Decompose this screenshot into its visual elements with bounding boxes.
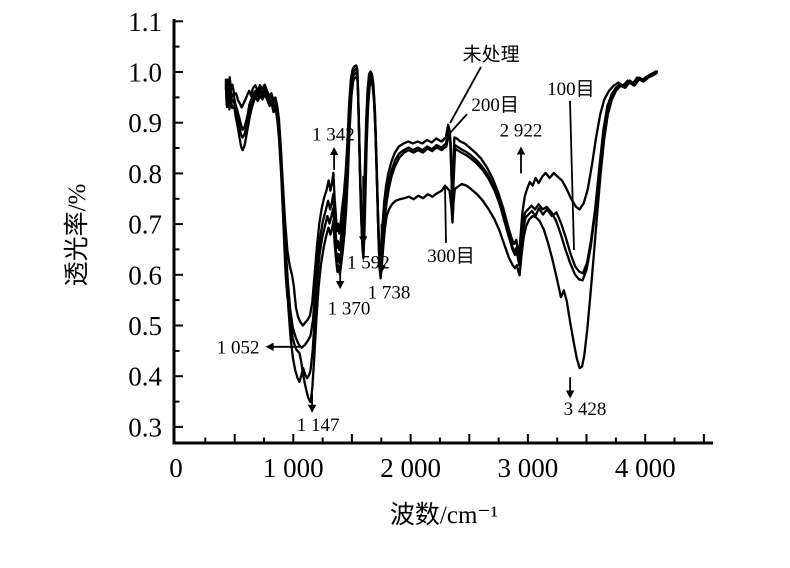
x-tick-label: 0: [169, 453, 183, 483]
annotation-1342-label: 1 342: [312, 124, 355, 145]
series-mesh-300: [224, 70, 658, 404]
x-tick-label: 3 000: [498, 453, 559, 483]
annotation-1052-label: 1 052: [217, 337, 260, 358]
annotation-1147-label: 1 147: [297, 415, 340, 436]
series-label-untreated: 未处理: [463, 44, 520, 66]
annotation-1738-arrowhead: [377, 265, 386, 274]
series-label-leader-untreated: [449, 66, 482, 124]
y-tick-label: 0.3: [128, 412, 162, 442]
annotation-2922-arrowhead: [516, 146, 526, 155]
y-tick-label: 0.5: [128, 311, 162, 341]
series-mesh-100: [224, 70, 658, 383]
annotation-3428-arrowhead: [565, 390, 575, 399]
y-tick-label: 0.4: [128, 362, 162, 392]
y-tick-label: 1.0: [128, 58, 162, 88]
annotation-3428-label: 3 428: [564, 399, 607, 420]
y-tick-label: 0.6: [128, 260, 162, 290]
y-tick-label: 0.8: [128, 159, 162, 189]
annotation-1738-label: 1 738: [368, 283, 411, 304]
series-untreated: [224, 64, 658, 327]
x-tick-label: 1 000: [263, 453, 324, 483]
series-label-leader-mesh-300: [444, 186, 447, 243]
series-label-mesh-300: 300目: [427, 246, 475, 267]
x-tick-label: 2 000: [380, 453, 441, 483]
annotation-1370-label: 1 370: [328, 298, 371, 319]
y-tick-label: 0.9: [128, 108, 162, 138]
x-tick-label: 4 000: [615, 453, 676, 483]
annotation-1052-arrowhead: [265, 342, 274, 351]
annotation-1592-label: 1 592: [347, 253, 390, 274]
y-tick-label: 1.1: [128, 7, 162, 37]
annotation-1592-arrowhead: [359, 236, 368, 245]
series-label-mesh-100: 100目: [547, 79, 595, 100]
annotation-1147-arrowhead: [307, 404, 317, 413]
series-label-mesh-200: 200目: [471, 95, 519, 116]
annotation-2922-label: 2 922: [500, 120, 543, 141]
y-axis-title: 透光率/%: [64, 183, 91, 287]
annotation-1370-arrowhead: [336, 281, 345, 289]
axes-spines: [172, 19, 713, 445]
annotation-1342-arrowhead: [329, 147, 339, 155]
x-axis-title: 波数/cm⁻¹: [389, 502, 499, 529]
y-tick-label: 0.7: [128, 210, 162, 240]
series-label-leader-mesh-100: [569, 100, 575, 251]
series-label-leader-mesh-200: [441, 113, 468, 143]
